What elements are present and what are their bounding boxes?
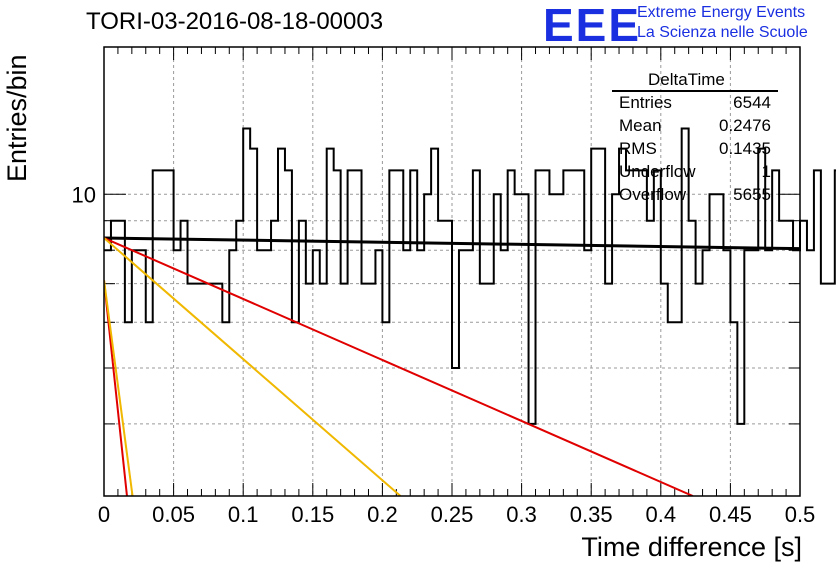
stats-value: 6544 — [733, 93, 771, 112]
logo-line-2: La Scienza nelle Scuole — [637, 24, 808, 41]
stats-key: Mean — [619, 116, 662, 135]
x-tick-label: 0.5 — [785, 502, 816, 527]
x-tick-label: 0.45 — [709, 502, 752, 527]
x-tick-label: 0 — [98, 502, 110, 527]
stats-row: Overflow 5655 — [619, 185, 771, 207]
x-tick-label: 0.15 — [291, 502, 334, 527]
logo-line-1: Extreme Energy Events — [637, 4, 806, 21]
y-tick-label: 10 — [72, 182, 96, 207]
eee-logo: EEE — [543, 0, 642, 51]
stats-title: DeltaTime — [648, 70, 725, 89]
plot-frame — [103, 46, 801, 497]
stats-key: Overflow — [619, 185, 687, 204]
stats-value: 0.2476 — [719, 116, 771, 135]
stats-row: Mean 0.2476 — [619, 116, 771, 138]
fit-line — [104, 236, 800, 251]
stats-key: RMS — [619, 139, 657, 158]
chart-title: TORI-03-2016-08-18-00003 — [86, 8, 384, 35]
stats-value: 1 — [761, 162, 771, 181]
x-axis-label: Time difference [s] — [581, 532, 802, 562]
x-tick-label: 0.25 — [431, 502, 474, 527]
stats-value: 5655 — [733, 185, 771, 204]
stats-value: 0.1435 — [719, 139, 771, 158]
x-tick-label: 0.05 — [152, 502, 195, 527]
fit-line — [104, 237, 402, 496]
stats-key: Entries — [619, 93, 672, 112]
x-tick-label: 0.2 — [367, 502, 398, 527]
stats-row: Underflow 1 — [619, 162, 771, 184]
x-tick-label: 0.35 — [570, 502, 613, 527]
x-tick-label: 0.1 — [228, 502, 259, 527]
stats-row: Entries 6544 — [619, 93, 771, 115]
stats-key: Underflow — [619, 162, 696, 181]
histogram-outline — [104, 127, 836, 425]
fit-line — [104, 237, 694, 496]
y-axis-label: Entries/bin — [2, 54, 32, 182]
x-tick-label: 0.3 — [506, 502, 537, 527]
fit-line — [104, 279, 134, 496]
x-tick-label: 0.4 — [646, 502, 677, 527]
stats-row: RMS 0.1435 — [619, 139, 771, 161]
